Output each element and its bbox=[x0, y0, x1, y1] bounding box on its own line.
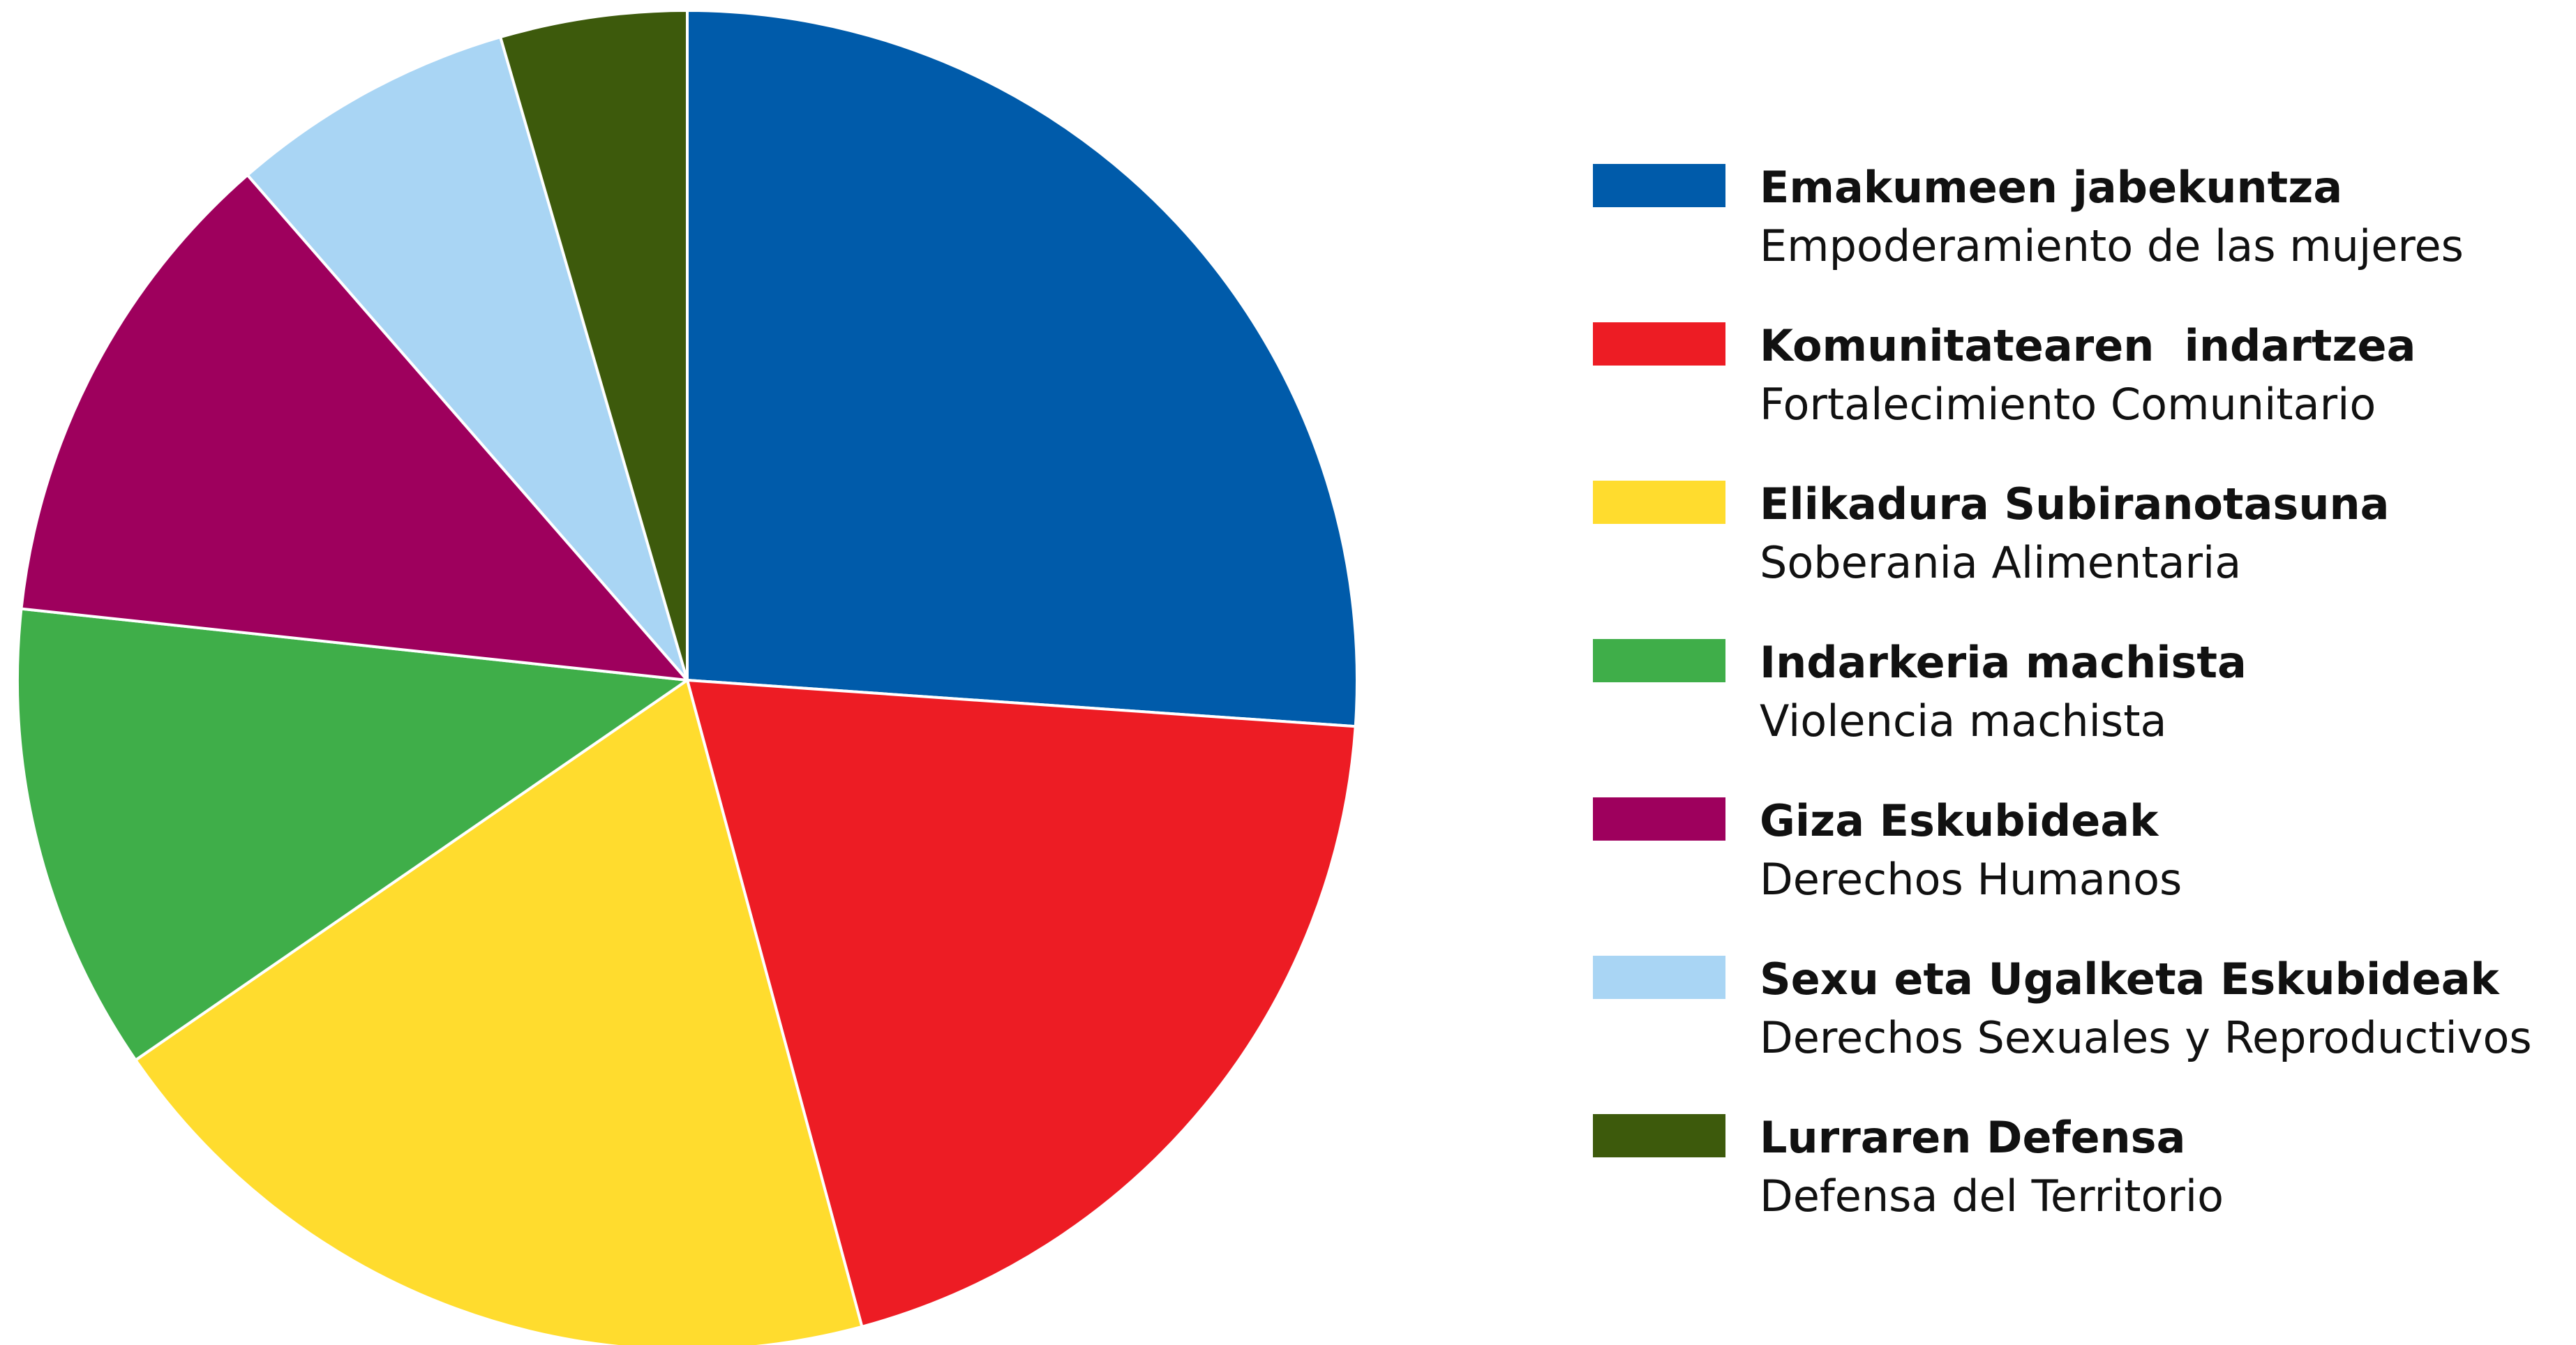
pie-slices bbox=[16, 9, 1358, 1345]
pie-slice-6 bbox=[246, 36, 689, 682]
legend-sublabel: Defensa del Territorio bbox=[1760, 1171, 2224, 1222]
legend-sublabel: Derechos Humanos bbox=[1760, 854, 2182, 905]
legend-swatch bbox=[1593, 481, 1725, 524]
legend-swatch bbox=[1593, 956, 1725, 999]
legend-item-6: Sexu eta Ugalketa Eskubideak Derechos Sex… bbox=[1593, 954, 2532, 1063]
legend-label: Emakumeen jabekuntza bbox=[1760, 162, 2342, 213]
legend-label: Lurraren Defensa bbox=[1760, 1112, 2185, 1163]
pie-slice-2 bbox=[686, 679, 1357, 1328]
legend-item-3: Elikadura Subiranotasuna Soberania Alimen… bbox=[1593, 479, 2390, 588]
legend: Emakumeen jabekuntza Empoderamiento de la… bbox=[1593, 162, 2532, 1222]
legend-item-4: Indarkeria machista Violencia machista bbox=[1593, 637, 2247, 746]
pie-slice-3 bbox=[134, 679, 864, 1345]
legend-label: Komunitatearen indartzea bbox=[1760, 320, 2416, 371]
pie-slice-4 bbox=[16, 607, 689, 1062]
legend-swatch bbox=[1593, 639, 1725, 682]
pie-slice-7 bbox=[499, 9, 689, 682]
legend-item-7: Lurraren Defensa Defensa del Territorio bbox=[1593, 1112, 2224, 1222]
legend-sublabel: Empoderamiento de las mujeres bbox=[1760, 220, 2464, 271]
legend-item-1: Emakumeen jabekuntza Empoderamiento de la… bbox=[1593, 162, 2464, 271]
legend-sublabel: Derechos Sexuales y Reproductivos bbox=[1760, 1012, 2532, 1063]
legend-label: Giza Eskubideak bbox=[1760, 795, 2159, 846]
legend-swatch bbox=[1593, 1114, 1725, 1157]
legend-swatch bbox=[1593, 322, 1725, 366]
legend-swatch bbox=[1593, 797, 1725, 841]
legend-sublabel: Violencia machista bbox=[1760, 696, 2167, 746]
legend-swatch bbox=[1593, 164, 1725, 207]
pie-slice-5 bbox=[20, 173, 689, 682]
legend-sublabel: Soberania Alimentaria bbox=[1760, 537, 2241, 588]
legend-sublabel: Fortalecimiento Comunitario bbox=[1760, 379, 2376, 430]
legend-item-5: Giza Eskubideak Derechos Humanos bbox=[1593, 795, 2182, 905]
legend-item-2: Komunitatearen indartzea Fortalecimiento … bbox=[1593, 320, 2416, 430]
legend-label: Sexu eta Ugalketa Eskubideak bbox=[1760, 954, 2501, 1005]
legend-label: Indarkeria machista bbox=[1760, 637, 2247, 688]
legend-label: Elikadura Subiranotasuna bbox=[1760, 479, 2390, 529]
pie-slice-1 bbox=[686, 9, 1358, 728]
